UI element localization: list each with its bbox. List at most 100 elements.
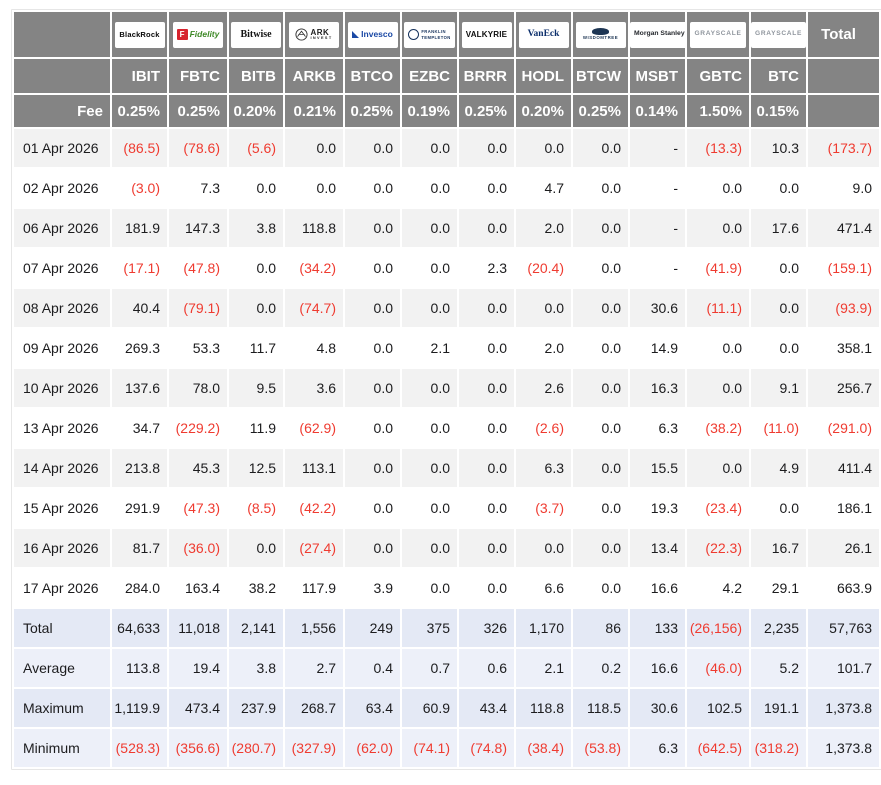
ticker-header-btc: BTC xyxy=(751,59,806,93)
row-total-cell: 26.1 xyxy=(808,529,879,567)
table-row: 01 Apr 2026 (86.5) (78.6) (5.6) 0.0 0.0 0.0 0.0… xyxy=(14,129,879,167)
value-cell: 284.0 xyxy=(112,569,167,607)
provider-header-bitb: Bitwise xyxy=(229,12,283,57)
value-cell: 2.1 xyxy=(516,649,571,687)
table-row: Average 113.8 19.4 3.8 2.7 0.4 0.7 0.6 2.1 0.2 16.… xyxy=(14,649,879,687)
invesco-logo: Invesco xyxy=(347,21,398,48)
value-cell: 0.0 xyxy=(459,529,514,567)
value-cell: (2.6) xyxy=(516,409,571,447)
provider-header-arkb: ARK INVEST xyxy=(285,12,343,57)
value-cell: (47.3) xyxy=(169,489,227,527)
row-total-cell: 1,373.8 xyxy=(808,729,879,767)
value-cell: 0.0 xyxy=(687,209,749,247)
value-cell: 16.6 xyxy=(630,649,685,687)
value-cell: 291.9 xyxy=(112,489,167,527)
value-cell: 6.3 xyxy=(516,449,571,487)
value-cell: 0.7 xyxy=(402,649,457,687)
value-cell: 13.4 xyxy=(630,529,685,567)
value-cell: (34.2) xyxy=(285,249,343,287)
value-cell: 0.0 xyxy=(573,209,628,247)
value-cell: 0.0 xyxy=(345,449,400,487)
ticker-header-row: IBIT FBTC BITB ARKB BTCO EZBC BRRR HODL BTCW MSBT… xyxy=(14,59,879,93)
ticker-header-msbt: MSBT xyxy=(630,59,685,93)
fee-msbt: 0.14% xyxy=(630,95,685,127)
ticker-header-btcw: BTCW xyxy=(573,59,628,93)
value-cell: 0.0 xyxy=(573,289,628,327)
row-total-cell: (291.0) xyxy=(808,409,879,447)
row-total-cell: 471.4 xyxy=(808,209,879,247)
invesco-triangle-icon xyxy=(352,31,360,38)
value-cell: (17.1) xyxy=(112,249,167,287)
provider-header-ibit: BlackRock xyxy=(112,12,167,57)
fidelity-logo-text: Fidelity xyxy=(189,29,220,40)
row-label: 14 Apr 2026 xyxy=(14,449,110,487)
value-cell: (74.8) xyxy=(459,729,514,767)
table-body: 01 Apr 2026 (86.5) (78.6) (5.6) 0.0 0.0 0.0 0.0… xyxy=(14,129,879,767)
summary-label: Total xyxy=(14,609,110,647)
row-total-cell: (173.7) xyxy=(808,129,879,167)
bitwise-logo-text: Bitwise xyxy=(240,28,272,40)
value-cell: (74.1) xyxy=(402,729,457,767)
value-cell: 10.3 xyxy=(751,129,806,167)
fee-hodl: 0.20% xyxy=(516,95,571,127)
table-row: Maximum 1,119.9 473.4 237.9 268.7 63.4 60.9 43.… xyxy=(14,689,879,727)
value-cell: 0.0 xyxy=(573,369,628,407)
fidelity-f-icon: F xyxy=(176,29,188,40)
table-row: 06 Apr 2026 181.9 147.3 3.8 118.8 0.0 0.0 0.0 2.… xyxy=(14,209,879,247)
value-cell: 9.5 xyxy=(229,369,283,407)
value-cell: 29.1 xyxy=(751,569,806,607)
value-cell: (327.9) xyxy=(285,729,343,767)
value-cell: 12.5 xyxy=(229,449,283,487)
value-cell: 113.1 xyxy=(285,449,343,487)
wisdomtree-logo-text: WISDOMTREE xyxy=(583,28,618,40)
value-cell: (23.4) xyxy=(687,489,749,527)
value-cell: 0.0 xyxy=(345,129,400,167)
table-row: 09 Apr 2026 269.3 53.3 11.7 4.8 0.0 2.1 0.0 2.0 0… xyxy=(14,329,879,367)
row-label: 06 Apr 2026 xyxy=(14,209,110,247)
ticker-header-arkb: ARKB xyxy=(285,59,343,93)
ticker-row-corner xyxy=(14,59,110,93)
ticker-header-btco: BTCO xyxy=(345,59,400,93)
value-cell: - xyxy=(630,249,685,287)
summary-label: Average xyxy=(14,649,110,687)
vaneck-logo: VanEck xyxy=(518,21,569,48)
table-row: Minimum (528.3) (356.6) (280.7) (327.9) (62.0… xyxy=(14,729,879,767)
row-label: 08 Apr 2026 xyxy=(14,289,110,327)
value-cell: 0.0 xyxy=(687,449,749,487)
value-cell: 0.0 xyxy=(573,489,628,527)
value-cell: 326 xyxy=(459,609,514,647)
value-cell: 0.0 xyxy=(402,169,457,207)
value-cell: 0.0 xyxy=(402,569,457,607)
row-total-cell: (93.9) xyxy=(808,289,879,327)
value-cell: 269.3 xyxy=(112,329,167,367)
value-cell: 63.4 xyxy=(345,689,400,727)
provider-header-brrr: VALKYRIE xyxy=(459,12,514,57)
value-cell: 0.0 xyxy=(345,409,400,447)
value-cell: 6.3 xyxy=(630,409,685,447)
value-cell: (36.0) xyxy=(169,529,227,567)
valkyrie-logo-text: VALKYRIE xyxy=(465,29,508,39)
value-cell: 0.0 xyxy=(573,249,628,287)
value-cell: 6.3 xyxy=(630,729,685,767)
value-cell: 0.0 xyxy=(573,169,628,207)
value-cell: (41.9) xyxy=(687,249,749,287)
table-row: 13 Apr 2026 34.7 (229.2) 11.9 (62.9) 0.0 0.0 0.… xyxy=(14,409,879,447)
wisdomtree-logo: WISDOMTREE xyxy=(575,21,626,48)
table-row: 08 Apr 2026 40.4 (79.1) 0.0 (74.7) 0.0 0.0 0.0 0… xyxy=(14,289,879,327)
value-cell: 17.6 xyxy=(751,209,806,247)
fee-fbtc: 0.25% xyxy=(169,95,227,127)
logo-header-row: BlackRock F Fidelity Bitwise ARK INVEST Invesc… xyxy=(14,12,879,57)
row-total-cell: 101.7 xyxy=(808,649,879,687)
value-cell: (74.7) xyxy=(285,289,343,327)
value-cell: (62.0) xyxy=(345,729,400,767)
value-cell: 118.8 xyxy=(285,209,343,247)
value-cell: 163.4 xyxy=(169,569,227,607)
value-cell: (11.1) xyxy=(687,289,749,327)
fee-btcw: 0.25% xyxy=(573,95,628,127)
value-cell: 0.0 xyxy=(402,529,457,567)
value-cell: 0.0 xyxy=(687,169,749,207)
grayscale-logo-text: GRAYSCALE xyxy=(755,30,803,38)
value-cell: 147.3 xyxy=(169,209,227,247)
value-cell: 0.0 xyxy=(402,209,457,247)
provider-header-hodl: VanEck xyxy=(516,12,571,57)
